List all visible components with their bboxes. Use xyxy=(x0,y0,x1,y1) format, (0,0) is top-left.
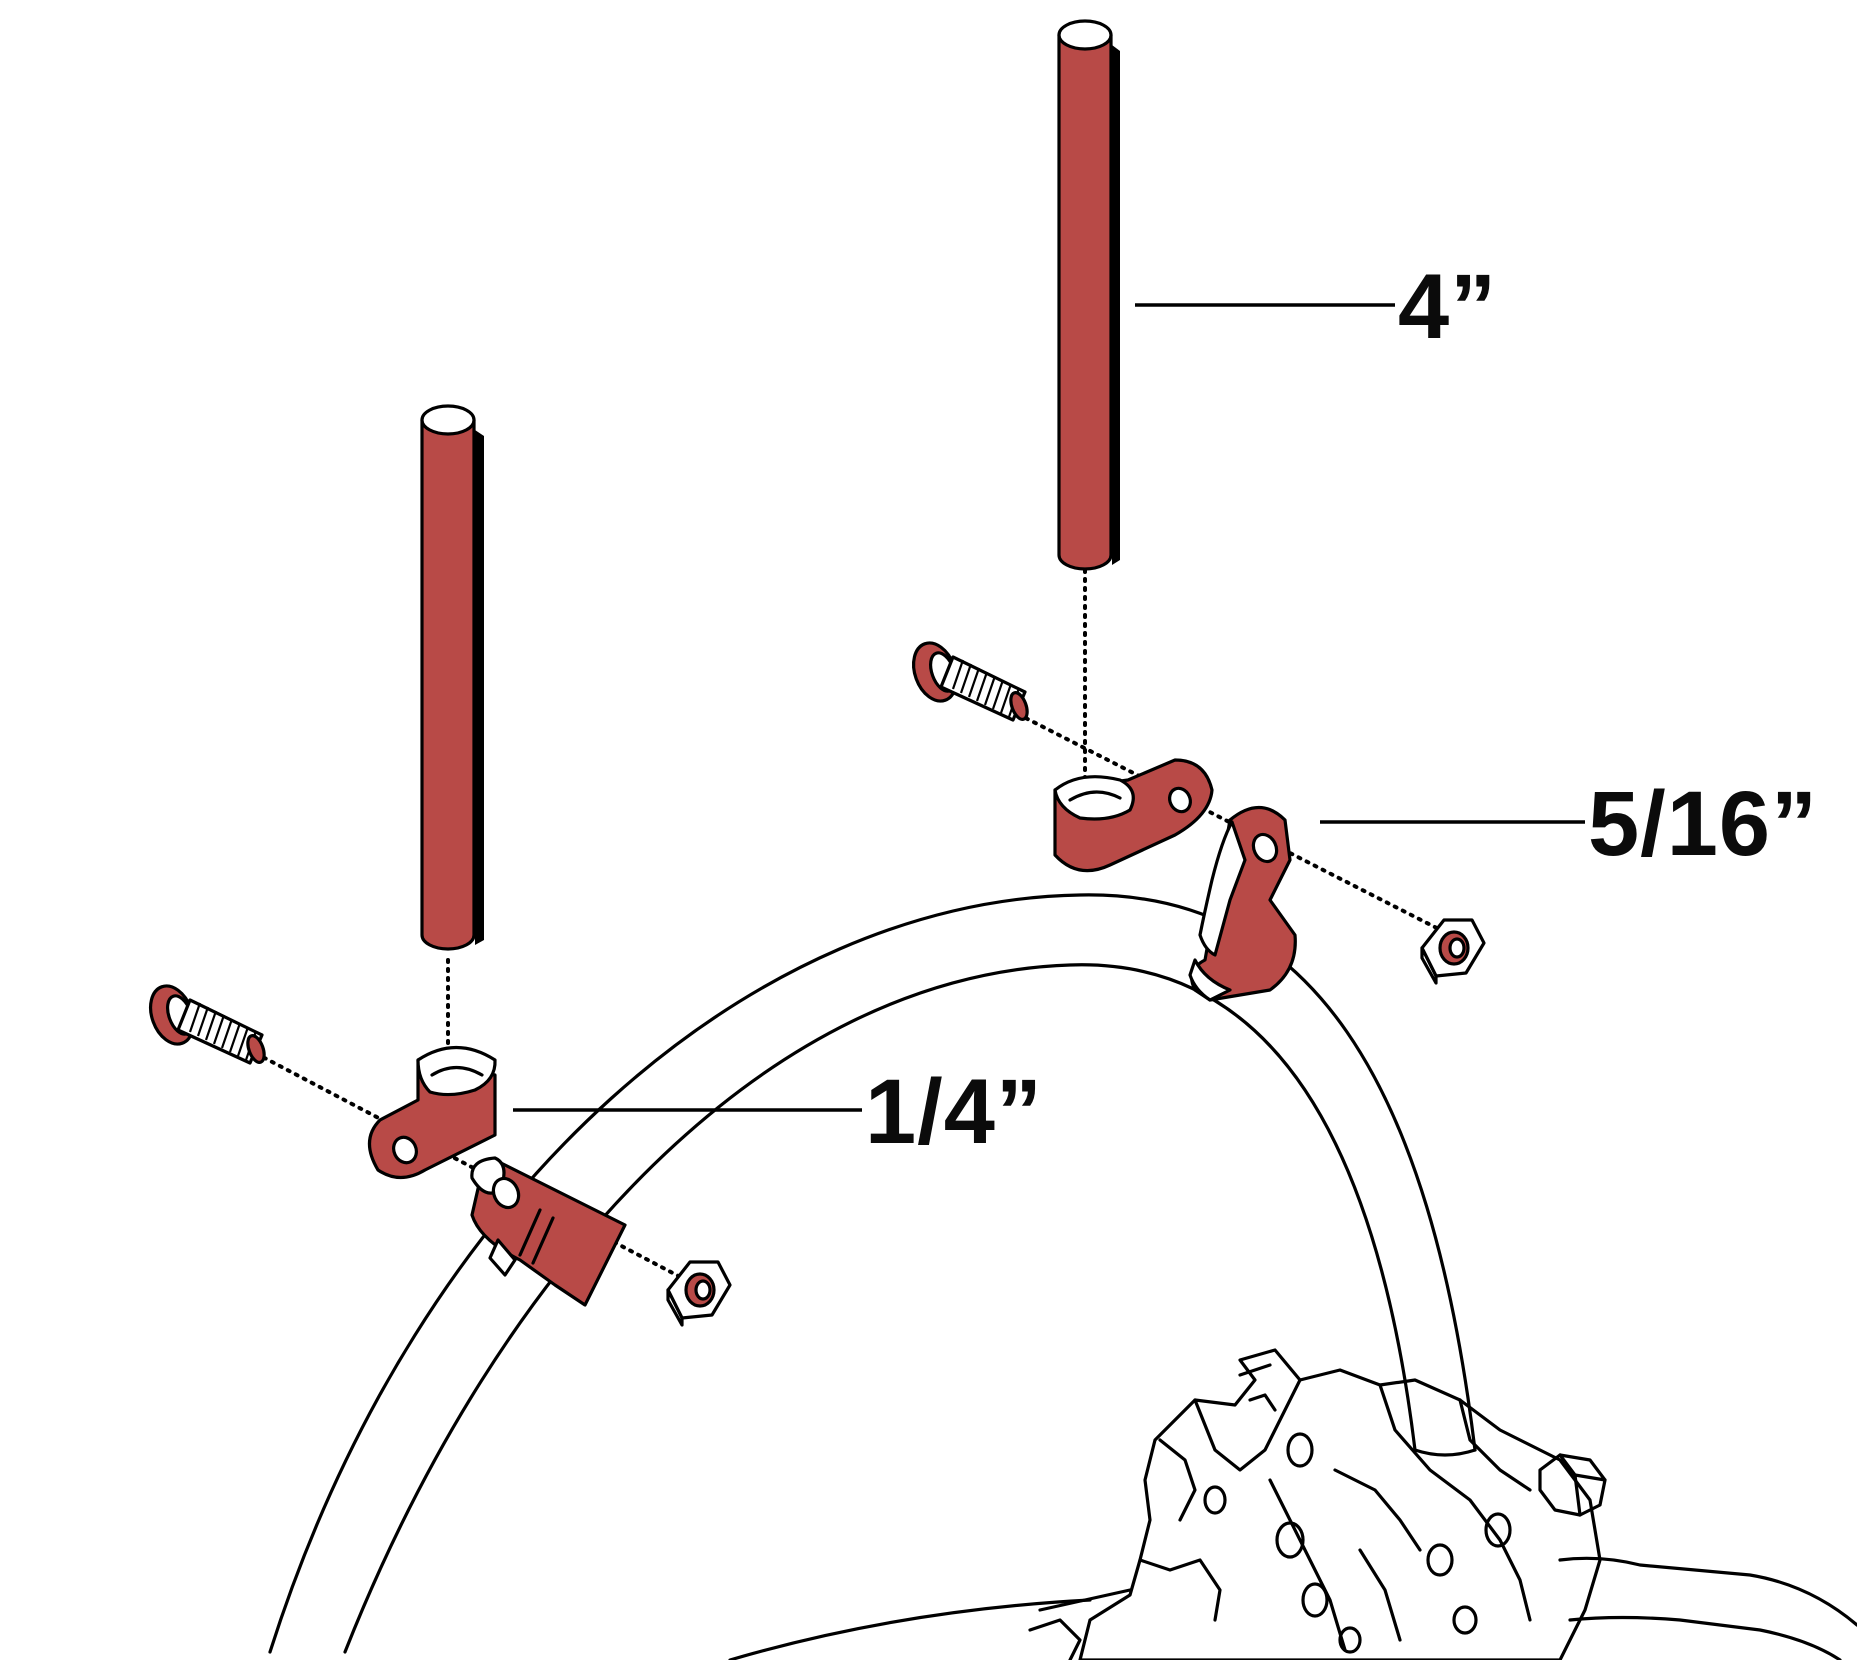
leader-lines xyxy=(513,303,1585,1112)
callout-clamp-large: 5/16” xyxy=(1588,773,1818,875)
frame-tube xyxy=(268,893,1477,1654)
nut-right xyxy=(1420,918,1486,985)
nut-left xyxy=(666,1260,732,1327)
bolt-left xyxy=(148,984,266,1065)
callout-rod-length: 4” xyxy=(1398,256,1497,358)
clamp-small-upper xyxy=(367,1045,497,1180)
clamp-small-lower xyxy=(470,1156,627,1307)
rod-right xyxy=(1057,19,1120,571)
bolt-right-threads xyxy=(951,659,1021,718)
bolt-right xyxy=(911,641,1029,722)
hub-assembly xyxy=(728,1348,1857,1662)
callout-clamp-small: 1/4” xyxy=(865,1061,1043,1163)
rod-left xyxy=(420,404,484,951)
clamp-large-lower xyxy=(1188,806,1297,1002)
clamp-large-upper xyxy=(1053,758,1214,873)
